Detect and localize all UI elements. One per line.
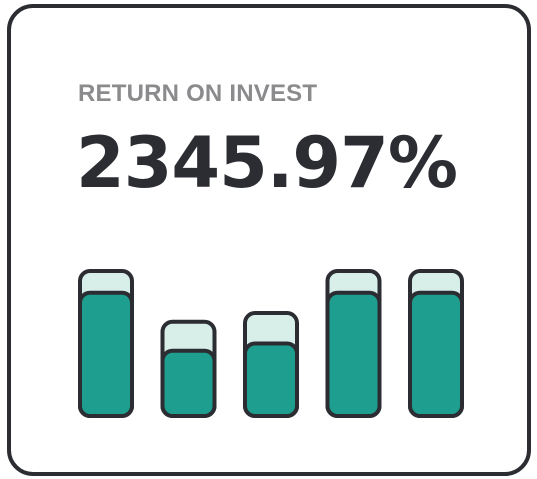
bar-3-value — [243, 341, 299, 418]
bar-4-value — [325, 290, 382, 418]
bar-1-value — [78, 290, 134, 418]
metric-label: RETURN ON INVEST — [78, 80, 318, 107]
bar-1 — [78, 269, 134, 418]
bar-3 — [243, 311, 299, 418]
bar-5 — [408, 269, 464, 418]
bar-4 — [325, 269, 382, 418]
bar-2-value — [160, 348, 217, 418]
bar-5-value — [408, 290, 464, 418]
metric-value: 2345.97% — [76, 122, 458, 204]
bar-2 — [160, 319, 217, 418]
